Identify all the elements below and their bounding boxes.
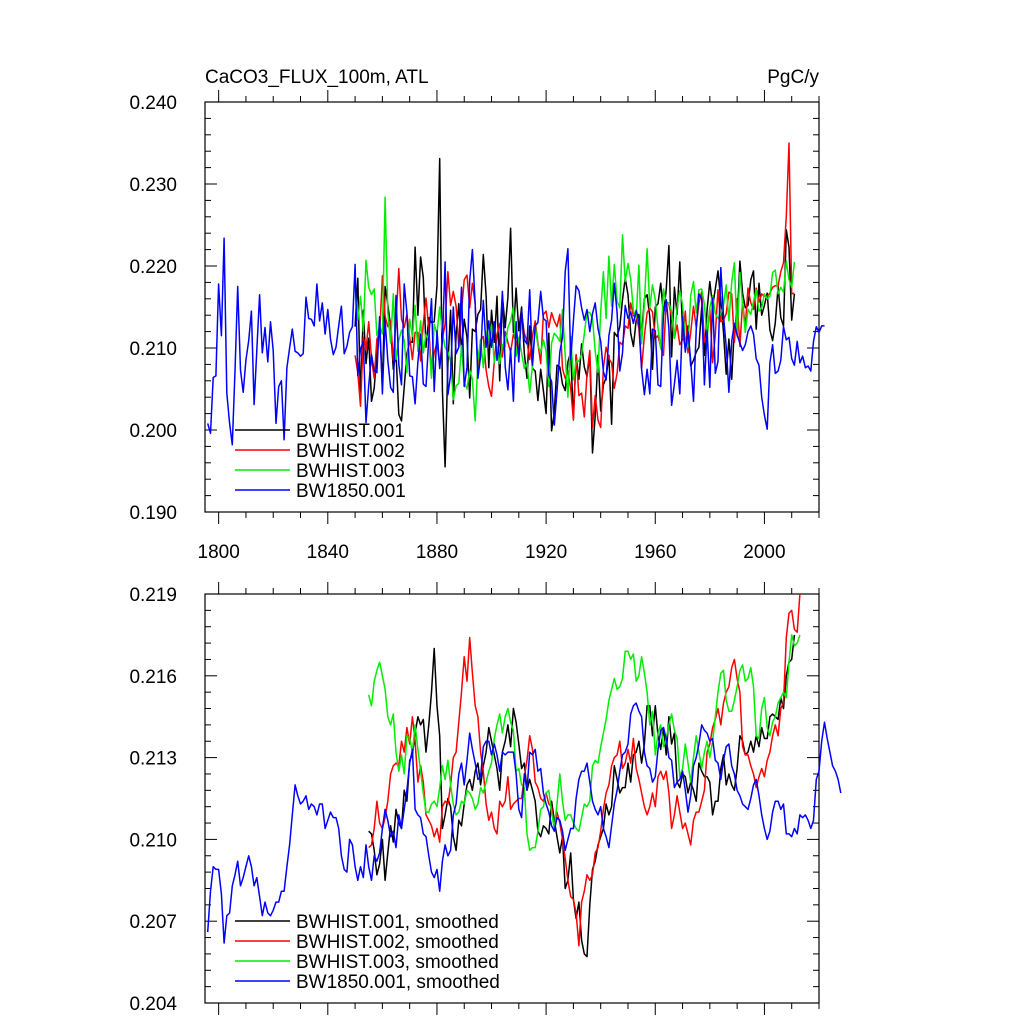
top-ytick-label: 0.220 [129, 257, 177, 278]
bottom-series-line-2 [367, 634, 801, 852]
bottom-legend-label: BWHIST.001, smoothed [296, 912, 499, 933]
bottom-legend-label: BWHIST.002, smoothed [296, 932, 499, 953]
bottom-ytick-label: 0.207 [129, 912, 177, 933]
top-ytick-label: 0.230 [129, 175, 177, 196]
top-series-lines [206, 142, 825, 468]
bottom-ytick-label: 0.204 [129, 994, 177, 1015]
bottom-plot-frame [204, 593, 820, 1004]
top-legend-label: BW1850.001 [296, 481, 406, 502]
bottom-axes: 0.204 0.207 0.210 0.213 0.216 0.219 [129, 582, 820, 1015]
bottom-ytick-label: 0.219 [129, 585, 177, 606]
bottom-ytick-label: 0.210 [129, 830, 177, 851]
bottom-legend-label: BWHIST.003, smoothed [296, 952, 499, 973]
top-panel: 0.190 0.200 0.210 0.220 0.230 0.240 1800 1840 18… [129, 90, 825, 563]
bottom-legend-label: BW1850.001, smoothed [296, 972, 500, 993]
bottom-series-line-3 [206, 702, 842, 944]
top-xtick-label: 1800 [198, 542, 240, 563]
bottom-series-line-0 [368, 634, 796, 958]
top-series-line-3 [206, 237, 825, 446]
top-legend-label: BWHIST.002 [296, 441, 405, 462]
top-xtick-label: 2000 [743, 542, 785, 563]
top-xtick-label: 1840 [307, 542, 349, 563]
top-xtick-label: 1880 [416, 542, 458, 563]
top-xtick-label: 1960 [634, 542, 676, 563]
chart-title: CaCO3_FLUX_100m, ATL [205, 67, 429, 88]
top-series-line-1 [354, 142, 795, 429]
top-ytick-label: 0.210 [129, 339, 177, 360]
top-legend-label: BWHIST.003 [296, 461, 405, 482]
chart-units: PgC/y [767, 67, 819, 88]
bottom-series-lines [206, 593, 842, 958]
top-legend-label: BWHIST.001 [296, 421, 405, 442]
top-axes: 0.190 0.200 0.210 0.220 0.230 0.240 1800 1840 18… [129, 90, 820, 563]
top-ytick-label: 0.190 [129, 503, 177, 524]
top-plot-frame [204, 101, 820, 513]
bottom-ytick-label: 0.213 [129, 749, 177, 770]
top-xtick-label: 1920 [525, 542, 567, 563]
bottom-ytick-label: 0.216 [129, 667, 177, 688]
bottom-series-line-1 [368, 593, 801, 947]
bottom-panel: 0.204 0.207 0.210 0.213 0.216 0.219 BWHIST.00… [129, 582, 842, 1015]
top-ytick-label: 0.200 [129, 421, 177, 442]
top-ytick-label: 0.240 [129, 93, 177, 114]
